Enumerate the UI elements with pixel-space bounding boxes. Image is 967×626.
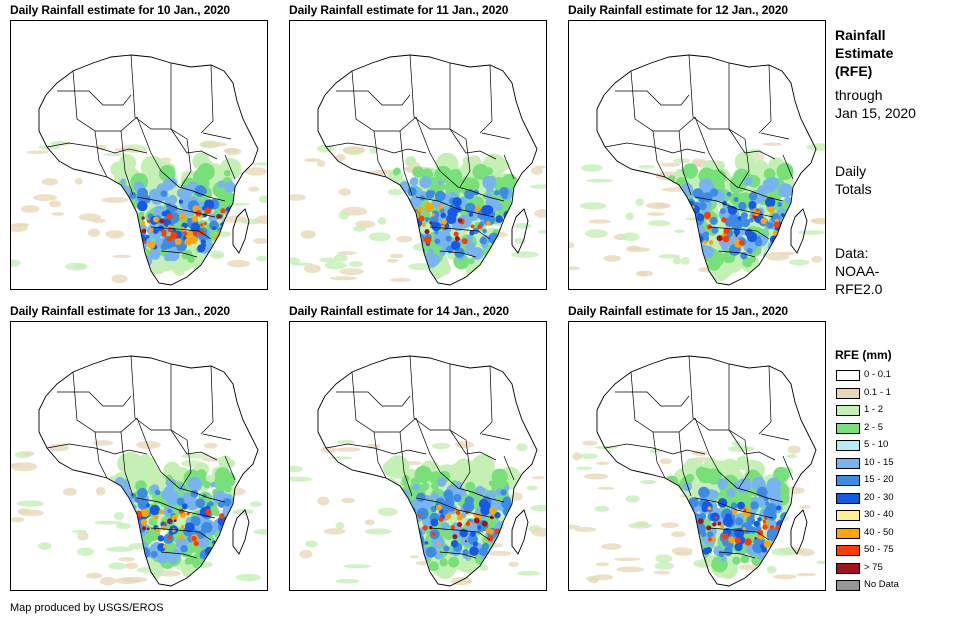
legend-label: 40 - 50 bbox=[864, 526, 894, 538]
sidebar-data-source: Data: NOAA- RFE2.0 bbox=[835, 245, 883, 297]
legend-swatch bbox=[836, 580, 860, 591]
panel-title: Daily Rainfall estimate for 12 Jan., 202… bbox=[568, 3, 789, 17]
legend-label: 2 - 5 bbox=[864, 421, 884, 433]
legend-swatch bbox=[836, 457, 860, 469]
rainfall-map bbox=[568, 20, 826, 290]
legend-title: RFE (mm) bbox=[835, 348, 892, 362]
country-borders bbox=[46, 54, 236, 258]
legend-item: 2 - 5 bbox=[835, 421, 892, 439]
legend-label: 0.1 - 1 bbox=[864, 386, 891, 398]
legend-label: 1 - 2 bbox=[864, 404, 884, 415]
legend-item: 0 - 0.1 bbox=[835, 368, 892, 386]
legend-item: 20 - 30 bbox=[835, 491, 894, 509]
coastline bbox=[596, 355, 817, 587]
legend-item: 5 - 10 bbox=[835, 438, 892, 456]
coastline bbox=[596, 54, 817, 286]
legend-item: > 75 bbox=[835, 561, 892, 579]
madagascar-outline bbox=[790, 509, 808, 555]
coastline bbox=[38, 355, 259, 587]
legend-label: 10 - 15 bbox=[864, 456, 894, 468]
rainfall-map bbox=[289, 20, 547, 290]
legend-item: 0.1 - 1 bbox=[835, 386, 892, 404]
panel-title: Daily Rainfall estimate for 15 Jan., 202… bbox=[568, 304, 789, 318]
legend-swatch bbox=[836, 405, 860, 416]
legend-label: 5 - 10 bbox=[864, 439, 889, 450]
madagascar-outline bbox=[511, 208, 529, 254]
land-rain-field bbox=[382, 152, 518, 282]
rainfall-map bbox=[10, 20, 268, 290]
panel-title: Daily Rainfall estimate for 13 Jan., 202… bbox=[10, 304, 231, 318]
rainfall-map bbox=[289, 321, 547, 591]
coastline bbox=[317, 54, 538, 286]
country-borders bbox=[604, 54, 794, 258]
legend-swatch bbox=[836, 492, 860, 504]
legend-item: No Data bbox=[835, 578, 899, 596]
country-borders bbox=[46, 355, 236, 559]
madagascar-outline bbox=[232, 208, 250, 254]
legend-item: 40 - 50 bbox=[835, 526, 894, 544]
legend-item: 15 - 20 bbox=[835, 473, 894, 491]
legend-swatch bbox=[836, 562, 860, 574]
legend-item: 30 - 40 bbox=[835, 508, 894, 526]
legend-swatch bbox=[836, 387, 860, 399]
legend-swatch bbox=[836, 510, 860, 521]
country-borders bbox=[325, 355, 515, 559]
legend-swatch bbox=[836, 545, 860, 556]
sidebar-daily-totals: Daily Totals bbox=[835, 163, 872, 197]
rfe-legend: RFE (mm) 0 - 0.1 0.1 - 1 1 - 2 2 - 5 5 - 10 1… bbox=[835, 348, 899, 596]
legend-label: > 75 bbox=[864, 561, 883, 573]
madagascar-outline bbox=[790, 208, 808, 254]
land-rain-field bbox=[104, 152, 242, 281]
sidebar-title: Rainfall Estimate (RFE) bbox=[835, 27, 894, 79]
madagascar-outline bbox=[511, 509, 529, 555]
legend-label: No Data bbox=[864, 579, 899, 590]
panel-title: Daily Rainfall estimate for 10 Jan., 202… bbox=[10, 3, 231, 17]
sidebar-through: through Jan 15, 2020 bbox=[835, 87, 916, 121]
legend-swatch bbox=[836, 440, 860, 451]
coastline bbox=[317, 355, 538, 587]
legend-swatch bbox=[836, 527, 860, 539]
legend-label: 15 - 20 bbox=[864, 474, 894, 485]
panel-title: Daily Rainfall estimate for 14 Jan., 202… bbox=[289, 304, 510, 318]
legend-label: 30 - 40 bbox=[864, 509, 894, 520]
legend-item: 1 - 2 bbox=[835, 403, 892, 421]
legend-label: 0 - 0.1 bbox=[864, 369, 891, 380]
madagascar-outline bbox=[232, 509, 250, 555]
legend-swatch bbox=[836, 422, 860, 434]
panel-title: Daily Rainfall estimate for 11 Jan., 202… bbox=[289, 3, 509, 17]
legend-swatch bbox=[836, 475, 860, 486]
legend-item: 50 - 75 bbox=[835, 543, 894, 561]
map-credit: Map produced by USGS/EROS bbox=[10, 602, 164, 614]
rainfall-map bbox=[10, 321, 268, 591]
country-borders bbox=[325, 54, 515, 258]
country-borders bbox=[604, 355, 794, 559]
land-rain-field bbox=[382, 454, 522, 579]
legend-item: 10 - 15 bbox=[835, 456, 894, 474]
legend-label: 20 - 30 bbox=[864, 491, 894, 503]
coastline bbox=[38, 54, 259, 286]
legend-swatch bbox=[836, 370, 860, 381]
legend-label: 50 - 75 bbox=[864, 544, 894, 555]
rainfall-map bbox=[568, 321, 826, 591]
